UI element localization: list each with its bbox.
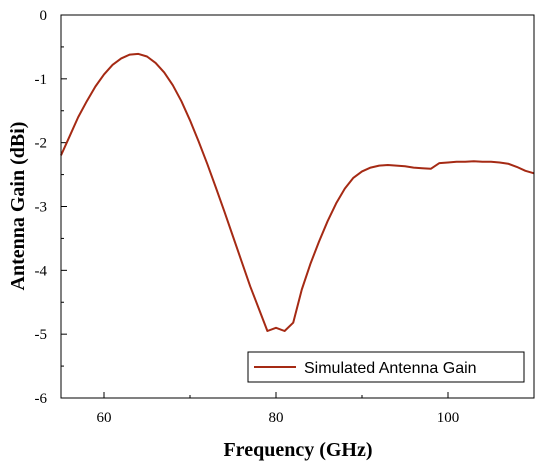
axis-tick-labels: 0 -1 -2 -3 -4 -5 -6 60 80 100 [35, 8, 460, 426]
x-tick-label: 100 [437, 410, 460, 426]
legend: Simulated Antenna Gain [247, 351, 525, 383]
plot-frame [60, 14, 535, 399]
y-tick-label: -1 [35, 72, 48, 88]
y-axis-title: Antenna Gain (dBi) [7, 122, 29, 291]
y-tick-label: -5 [35, 327, 48, 343]
series-line-simulated-antenna-gain [60, 52, 535, 332]
y-tick-label: 0 [40, 8, 48, 24]
x-axis-title: Frequency (GHz) [223, 439, 372, 461]
x-tick-label: 80 [269, 410, 284, 426]
y-tick-label: -4 [35, 263, 48, 279]
y-tick-label: -6 [35, 391, 48, 407]
y-tick-label: -2 [35, 136, 48, 152]
legend-label-simulated-antenna-gain: Simulated Antenna Gain [304, 360, 477, 377]
x-tick-label: 60 [97, 410, 112, 426]
series-layer [60, 52, 535, 332]
y-tick-label: -3 [35, 200, 48, 216]
axis-ticks [61, 14, 449, 399]
